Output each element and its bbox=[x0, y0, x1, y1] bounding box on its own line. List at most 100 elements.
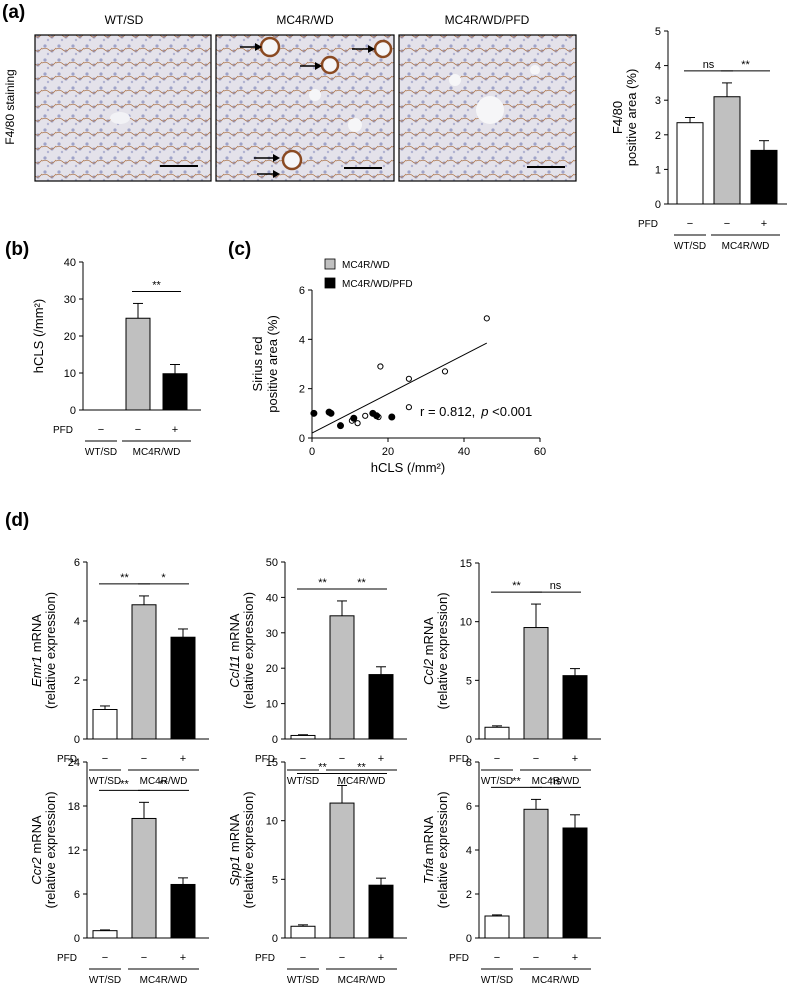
y-tick-label: 1 bbox=[655, 164, 661, 176]
y-tick-label: 0 bbox=[74, 734, 80, 746]
correlation-stat: r = 0.812, p <0.001 bbox=[420, 404, 532, 419]
bar bbox=[92, 709, 118, 740]
x-tick-label: 40 bbox=[458, 446, 470, 458]
micrograph-mc4r-wd-pfd: MC4R/WD/PFD bbox=[398, 13, 577, 182]
y-tick-label: 10 bbox=[266, 699, 278, 711]
y-tick-label: 40 bbox=[266, 592, 278, 604]
y-tick-label: 0 bbox=[70, 405, 76, 417]
data-point bbox=[405, 375, 412, 382]
pfd-label: PFD bbox=[638, 219, 658, 230]
pfd-minus: − bbox=[102, 753, 108, 765]
data-point bbox=[350, 414, 358, 422]
y-label: Ccl2 mRNA bbox=[421, 617, 436, 685]
significance-label: ** bbox=[741, 59, 750, 71]
y-label-line2: (relative expression) bbox=[435, 592, 450, 709]
y-label: F4/80 bbox=[610, 101, 625, 134]
stat-r: r = 0.812, bbox=[420, 404, 475, 419]
y-label-suffix: mRNA bbox=[227, 613, 242, 655]
y-tick-label: 15 bbox=[460, 558, 472, 570]
bar bbox=[523, 808, 549, 939]
pfd-label: PFD bbox=[255, 754, 275, 765]
bar bbox=[713, 96, 741, 205]
bar bbox=[484, 726, 510, 740]
y-tick-label: 0 bbox=[272, 933, 278, 945]
y-tick-label: 5 bbox=[272, 874, 278, 886]
y-tick-label: 5 bbox=[466, 675, 472, 687]
legend-label: MC4R/WD bbox=[342, 260, 390, 271]
y-label-gene: Emr1 bbox=[29, 656, 44, 687]
y-label: hCLS (/mm²) bbox=[31, 299, 46, 373]
data-point bbox=[310, 409, 318, 417]
y-label: Emr1 mRNA bbox=[29, 614, 44, 687]
data-point bbox=[441, 368, 449, 375]
data-point bbox=[327, 409, 335, 417]
y-tick-label: 20 bbox=[266, 663, 278, 675]
data-point bbox=[377, 363, 384, 370]
pfd-minus: − bbox=[300, 753, 306, 765]
y-tick-label: 20 bbox=[64, 331, 76, 343]
pfd-minus: − bbox=[339, 753, 345, 765]
bar bbox=[368, 884, 394, 939]
pfd-plus: + bbox=[572, 952, 578, 964]
y-label-suffix: mRNA bbox=[421, 617, 436, 659]
bar-chart-ccl2: 0 5 10 15 ** ns PFD − − + WT/SD MC4R/WD Ccl2 mRNA (re… bbox=[421, 558, 601, 787]
pfd-label: PFD bbox=[57, 953, 77, 964]
bar bbox=[750, 149, 778, 205]
bar bbox=[92, 930, 118, 939]
significance-label: ns bbox=[550, 775, 562, 787]
regression-line bbox=[311, 342, 488, 434]
pfd-plus: + bbox=[378, 952, 384, 964]
bar-chart-ccr2: 0 6 12 18 24 ** ** PFD − − + WT/SD MC4R/WD Ccr2 mRNA(… bbox=[29, 757, 209, 986]
significance-label: ** bbox=[120, 572, 129, 584]
legend-label: MC4R/WD/PFD bbox=[342, 279, 413, 290]
y-tick-label: 0 bbox=[299, 433, 305, 445]
y-tick-label: 4 bbox=[299, 334, 305, 346]
bar-chart-ccl11: 0 10 20 30 40 50 ** ** PFD − − + WT/SD MC4R/WD Ccl11 m… bbox=[227, 557, 407, 787]
legend-swatch bbox=[324, 258, 336, 270]
bar bbox=[523, 627, 549, 740]
pfd-plus: + bbox=[180, 753, 186, 765]
pfd-label: PFD bbox=[255, 953, 275, 964]
group-label-mc4r: MC4R/WD bbox=[532, 975, 580, 986]
bar bbox=[368, 674, 394, 740]
pfd-minus: − bbox=[135, 424, 141, 436]
pfd-minus: − bbox=[98, 424, 104, 436]
bar bbox=[125, 317, 151, 411]
y-tick-label: 4 bbox=[655, 61, 661, 73]
pfd-plus: + bbox=[572, 753, 578, 765]
pfd-minus: − bbox=[724, 218, 730, 230]
y-tick-label: 40 bbox=[64, 257, 76, 269]
y-tick-label: 18 bbox=[68, 801, 80, 813]
group-label-wt: WT/SD bbox=[85, 447, 117, 458]
group-label-mc4r: MC4R/WD bbox=[140, 776, 188, 787]
pfd-plus: + bbox=[761, 218, 767, 230]
bar-chart-hcls: 0 10 20 30 40 ** PFD − − + WT/SD MC4R/WD hCLS (/mm²) bbox=[31, 257, 201, 458]
significance-label: ** bbox=[152, 279, 161, 291]
x-tick-label: 60 bbox=[534, 446, 546, 458]
legend-swatch bbox=[324, 277, 336, 289]
group-label-wt: WT/SD bbox=[481, 975, 513, 986]
y-tick-label: 2 bbox=[655, 130, 661, 142]
bar bbox=[131, 817, 157, 939]
y-label-line2: (relative expression) bbox=[43, 791, 58, 908]
micrograph-wt-sd: WT/SD bbox=[34, 13, 212, 182]
pfd-minus: − bbox=[494, 753, 500, 765]
pfd-label: PFD bbox=[449, 953, 469, 964]
group-label-mc4r: MC4R/WD bbox=[338, 975, 386, 986]
y-tick-label: 15 bbox=[266, 757, 278, 769]
bar-chart-spp1: 0 5 10 15 ** ** PFD − − + WT/SD MC4R/WD Spp1 mRNA (re… bbox=[227, 757, 407, 986]
significance-label: ** bbox=[357, 761, 366, 773]
bar bbox=[170, 883, 196, 939]
pfd-minus: − bbox=[141, 753, 147, 765]
y-tick-label: 3 bbox=[655, 95, 661, 107]
significance-label: ** bbox=[318, 761, 327, 773]
pfd-minus: − bbox=[102, 952, 108, 964]
y-tick-label: 0 bbox=[466, 734, 472, 746]
pfd-label: PFD bbox=[53, 425, 73, 436]
y-tick-label: 0 bbox=[272, 734, 278, 746]
pfd-minus: − bbox=[687, 218, 693, 230]
y-tick-label: 5 bbox=[655, 26, 661, 38]
